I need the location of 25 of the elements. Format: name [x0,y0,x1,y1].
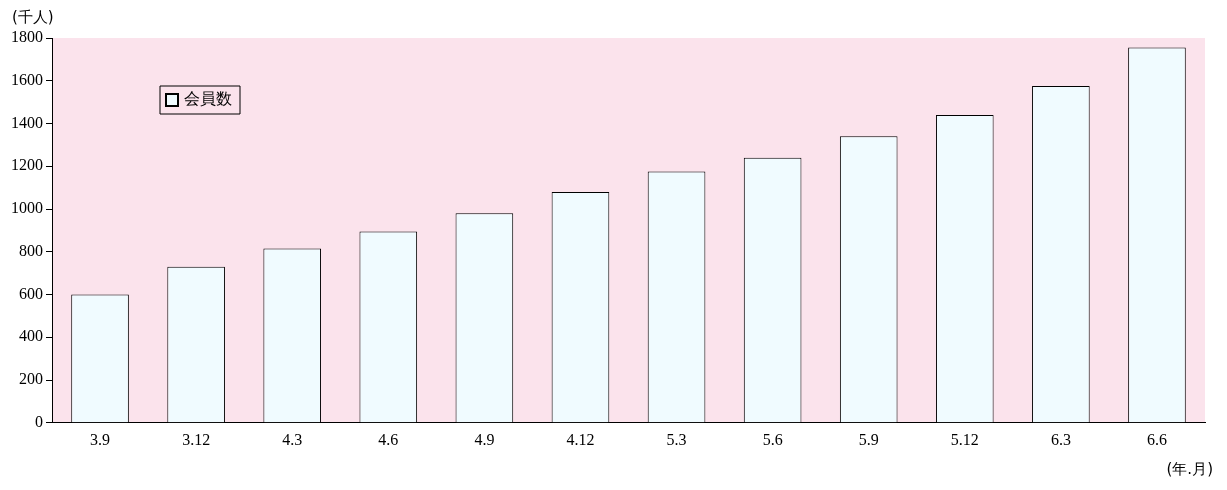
y-tick-label: 1000 [11,199,43,217]
y-tick-label: 400 [19,327,43,345]
x-tick-label: 5.9 [858,430,879,448]
y-tick-label: 200 [19,370,43,388]
x-tick-label: 5.6 [762,430,783,448]
y-tick-label: 1600 [11,70,43,88]
x-tick-label: 4.9 [474,430,495,448]
y-tick-label: 800 [19,241,43,259]
y-tick-label: 1400 [11,113,43,131]
x-tick-label: 5.12 [950,430,979,448]
x-tick-label: 4.3 [282,430,303,448]
x-tick-label: 6.6 [1146,430,1167,448]
y-tick-label: 600 [19,284,43,302]
y-tick-label: 1800 [11,28,43,46]
x-tick-label: 4.6 [378,430,399,448]
x-axis-title: (年.月) [1166,460,1213,479]
y-axis-title: (千人) [12,8,54,27]
x-tick-label: 3.12 [182,430,211,448]
x-tick-label: 6.3 [1050,430,1071,448]
legend-label: 会員数 [184,89,232,109]
y-tick-label: 0 [35,413,43,430]
y-tick-label: 1200 [11,156,43,174]
x-tick-label: 5.3 [666,430,687,448]
x-tick-label: 4.12 [566,430,595,448]
x-tick-label: 3.9 [90,430,111,448]
